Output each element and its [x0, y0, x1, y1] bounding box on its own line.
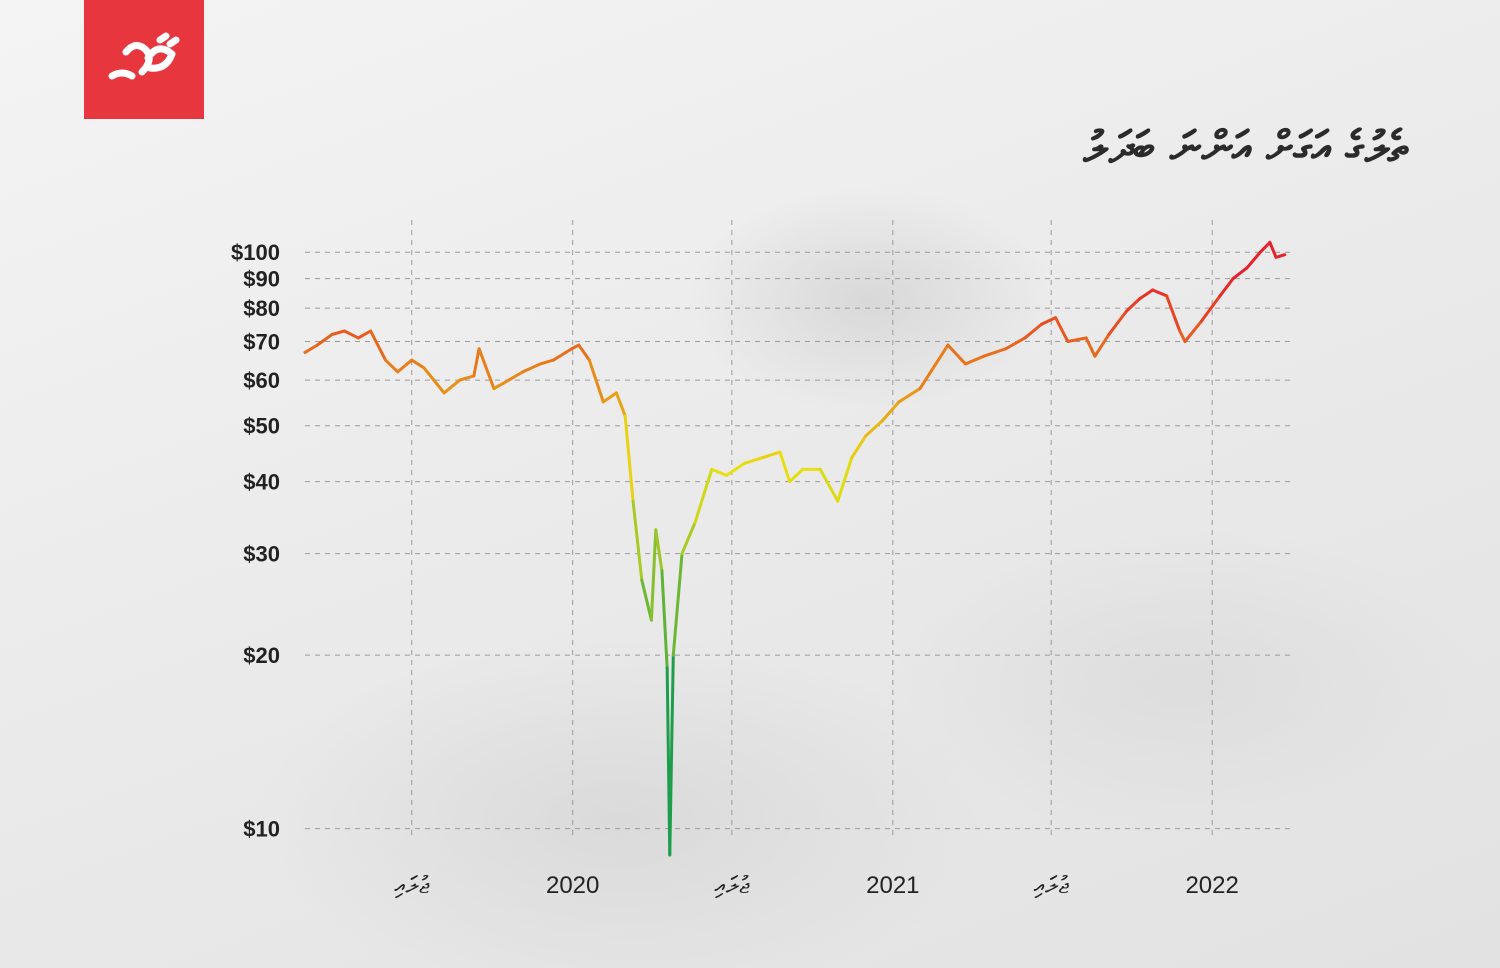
price-line-segment: [1258, 240, 1272, 254]
series-group: [303, 240, 1287, 857]
price-line-segment: [660, 569, 669, 670]
price-line-segment: [303, 343, 319, 354]
price-line-segment: [946, 343, 967, 366]
price-line-segment: [1054, 316, 1070, 344]
x-tick-label: 2021: [866, 872, 919, 899]
price-line-segment: [1023, 322, 1044, 340]
price-line-segment: [671, 552, 684, 657]
price-line-segment: [1107, 309, 1128, 336]
price-line-segment: [442, 378, 462, 395]
y-axis: $10 $20 $30 $40 $50 $60 $70 $80 $90$100: [231, 240, 280, 841]
price-line-segment: [551, 347, 574, 362]
price-line-segment: [668, 653, 675, 857]
brand-logo: [84, 0, 204, 119]
price-line-segment: [982, 347, 1008, 358]
price-line-segment: [631, 499, 644, 582]
price-line-segment: [897, 387, 922, 404]
y-tick-label: $80: [243, 296, 280, 321]
price-line-segment: [1268, 240, 1278, 259]
x-tick-label: ޖުލައި: [715, 872, 751, 899]
y-tick-label: $20: [243, 643, 280, 668]
price-line-segment: [422, 366, 446, 395]
price-line-segment: [788, 467, 805, 484]
price-line-segment: [742, 456, 765, 465]
price-line-segment: [538, 358, 555, 366]
price-line-segment: [623, 414, 635, 503]
y-tick-label: $90: [243, 267, 280, 292]
price-line-segment: [1124, 297, 1142, 313]
price-line-segment: [680, 520, 697, 556]
x-tick-label: 2022: [1185, 872, 1238, 899]
price-line-segment: [1151, 288, 1169, 298]
y-tick-label: $60: [243, 368, 280, 393]
price-line-segment: [477, 347, 496, 391]
y-tick-label: $40: [243, 470, 280, 495]
price-line-segment: [587, 358, 605, 404]
chart-grid: [305, 220, 1290, 840]
price-line-segment: [1178, 329, 1187, 344]
price-line-segment: [649, 528, 658, 622]
price-line-segment: [1040, 316, 1058, 326]
price-line-segment: [880, 400, 901, 423]
price-line-segment: [761, 450, 782, 460]
y-tick-label: $70: [243, 330, 280, 355]
x-tick-label: ޖުލައި: [394, 872, 430, 899]
price-line-segment: [1066, 336, 1088, 344]
price-line-segment: [1274, 253, 1287, 259]
price-line-segment: [1245, 250, 1262, 270]
price-line-segment: [410, 358, 426, 370]
brand-logo-mark: [108, 32, 180, 79]
price-line-segment: [383, 358, 400, 374]
price-line-segment: [614, 391, 627, 418]
price-line-segment: [492, 378, 511, 391]
price-line-segment: [693, 467, 714, 524]
price-line-segment: [710, 467, 729, 477]
price-line-segment: [918, 343, 950, 391]
price-line-segment: [778, 450, 792, 484]
price-line-segment: [836, 456, 854, 503]
price-line-segment: [1200, 294, 1222, 323]
price-line-segment: [1231, 266, 1249, 281]
price-line-segment: [640, 578, 653, 622]
price-line-segment: [654, 528, 664, 573]
price-line-segment: [1218, 277, 1235, 298]
price-line-segment: [850, 434, 868, 460]
price-line-segment: [472, 347, 481, 378]
price-line-segment: [1138, 288, 1155, 301]
price-line-segment: [1183, 319, 1204, 344]
x-tick-label: 2020: [546, 872, 599, 899]
price-line-segment: [963, 354, 986, 366]
price-line-segment: [458, 374, 476, 382]
chart-title: ތެލުގެ އަގަށް އަންނަ ބަދަލު: [1083, 122, 1408, 173]
y-tick-label: $10: [243, 817, 280, 842]
price-line-segment: [1165, 294, 1182, 333]
y-tick-label: $100: [231, 240, 280, 265]
price-line-segment: [507, 370, 525, 382]
price-line-segment: [577, 343, 591, 362]
price-line-segment: [1004, 336, 1027, 351]
price-line-segment: [864, 419, 884, 438]
price-line-segment: [601, 391, 618, 404]
y-tick-label: $50: [243, 414, 280, 439]
price-line-segment: [369, 329, 387, 362]
price-line-segment: [521, 362, 542, 374]
price-line-segment: [342, 329, 360, 340]
price-line-segment: [330, 329, 346, 336]
x-axis: ޖުލައި 2020 ޖުލައި 2021 ޖުލައި 2022: [394, 872, 1239, 899]
price-line-segment: [356, 329, 373, 340]
price-line-segment: [818, 467, 840, 503]
price-line-segment: [396, 358, 414, 374]
price-line-segment: [1084, 336, 1097, 358]
x-tick-label: ޖުލައި: [1034, 872, 1070, 899]
price-line-segment: [315, 332, 334, 347]
price-line-segment: [725, 461, 746, 477]
y-tick-label: $30: [243, 542, 280, 567]
price-line-segment: [1093, 332, 1111, 358]
